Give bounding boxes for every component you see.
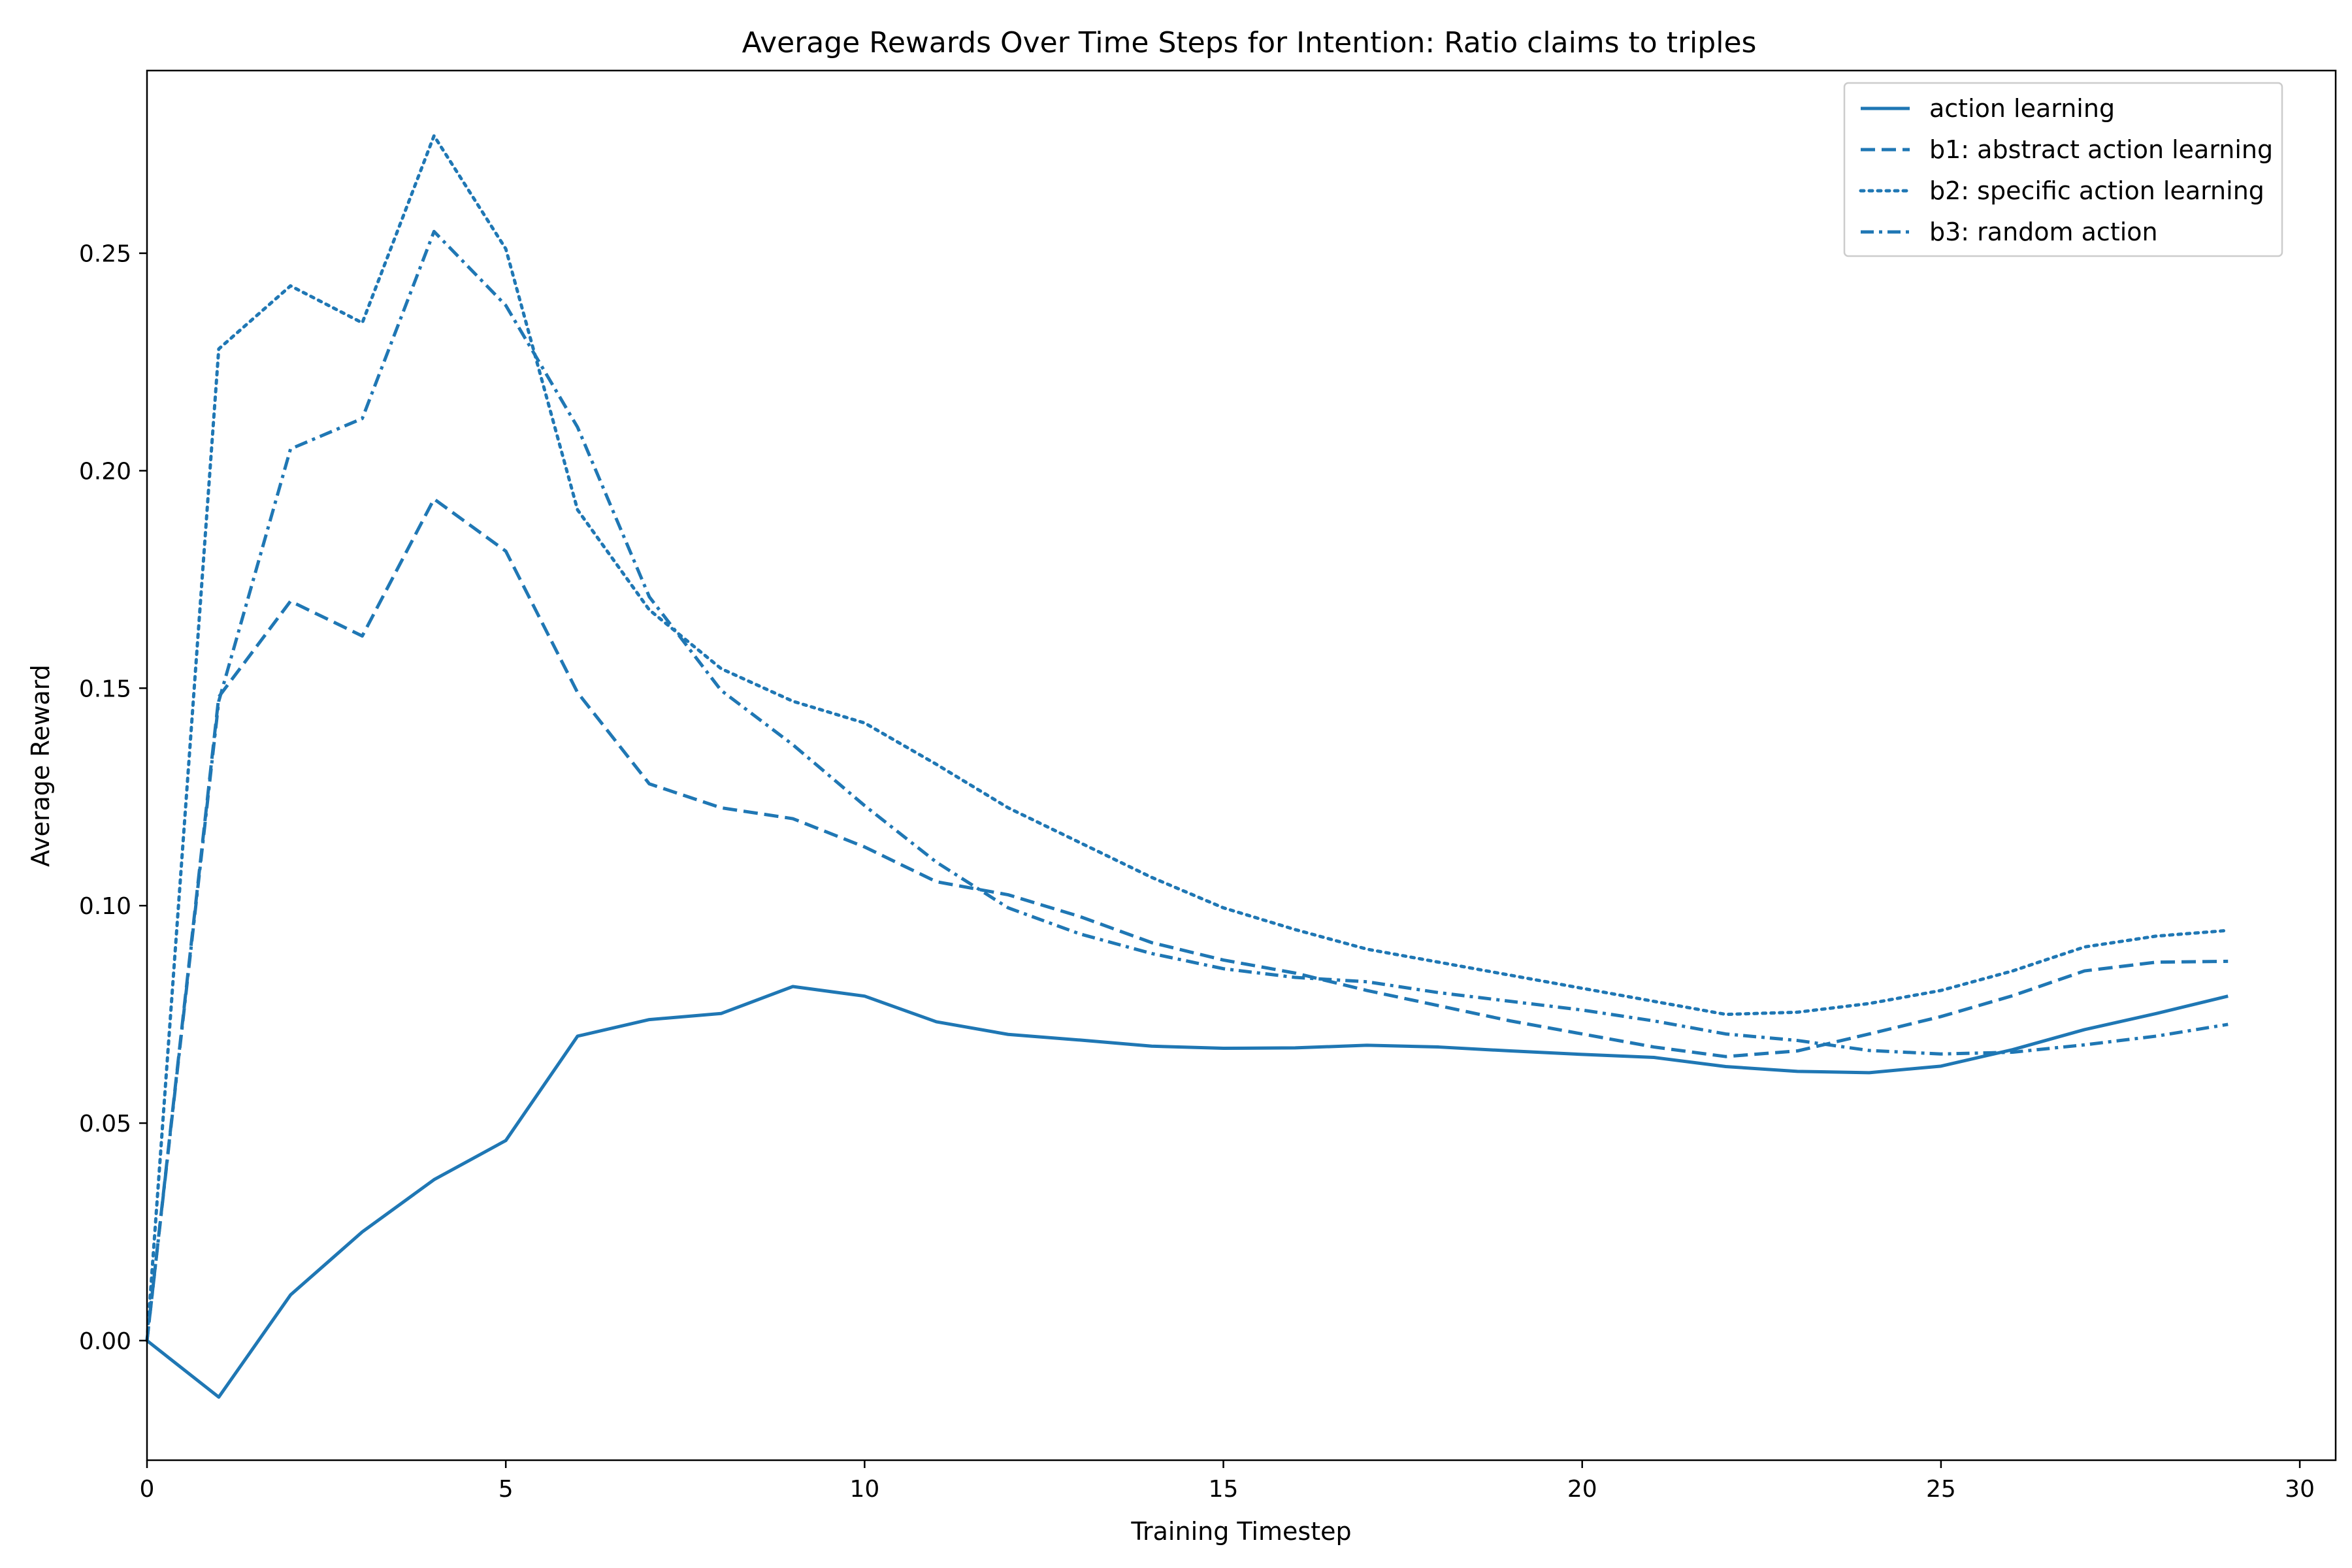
legend-box (1843, 82, 2283, 257)
series-line-action-learning (146, 985, 2229, 1399)
x-tick-label: 20 (1567, 1476, 1597, 1503)
legend-label-b1-abstract-action-learning: b1: abstract action learning (1929, 135, 2273, 164)
x-tick-label: 25 (1926, 1476, 1956, 1503)
y-axis: 0.00 0.05 0.10 0.15 0.20 0.25 (79, 241, 147, 1355)
x-tick-label: 30 (2285, 1476, 2315, 1503)
legend-label-b2-specific-action-learning: b2: specific action learning (1929, 176, 2264, 205)
y-tick-label: 0.25 (79, 241, 131, 268)
series-line-b3-random-action (145, 229, 2229, 1341)
y-tick-label: 0.05 (79, 1111, 131, 1137)
y-axis-label: Average Reward (26, 664, 55, 867)
plot-area (145, 69, 2337, 1462)
x-tick-label: 0 (140, 1476, 155, 1503)
x-axis-label: Training Timestep (1130, 1517, 1351, 1546)
series-line-b2-specific-action-learning (145, 134, 2230, 1343)
y-tick-label: 0.00 (79, 1328, 131, 1355)
x-tick-label: 5 (498, 1476, 514, 1503)
y-tick-label: 0.20 (79, 458, 131, 485)
plot-background (147, 71, 2336, 1460)
x-tick-label: 10 (849, 1476, 879, 1503)
legend-label-b3-random-action: b3: random action (1929, 218, 2158, 246)
plot-frame (146, 69, 2337, 1462)
series-line-b1-abstract-action-learning (145, 497, 2229, 1341)
legend-label-action-learning: action learning (1929, 94, 2115, 123)
legend-entries: action learning b1: abstract action learn… (1859, 94, 2273, 246)
x-tick-label: 15 (1209, 1476, 1239, 1503)
series-layer (145, 134, 2230, 1399)
chart-title: Average Rewards Over Time Steps for Inte… (742, 26, 1757, 59)
x-axis: 0 5 10 15 20 25 30 (140, 1460, 2315, 1503)
legend: action learning b1: abstract action learn… (1843, 82, 2283, 257)
y-tick-label: 0.15 (79, 676, 131, 702)
y-tick-label: 0.10 (79, 893, 131, 920)
